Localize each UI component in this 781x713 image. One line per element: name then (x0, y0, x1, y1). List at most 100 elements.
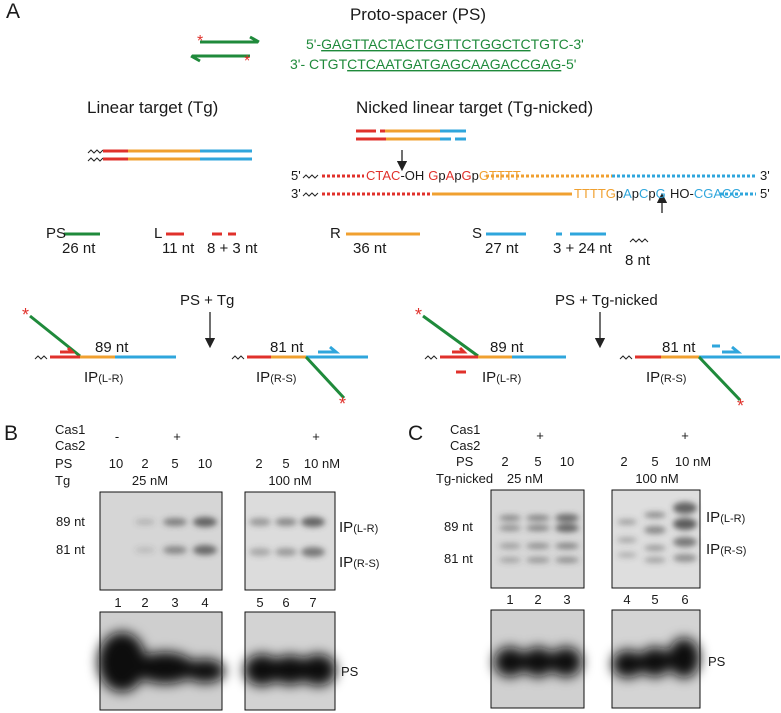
ps-conc: 5 (282, 456, 289, 471)
scheme-shapes (29, 314, 81, 358)
legend-key: L (154, 225, 162, 242)
star: * (339, 394, 346, 414)
gels (522, 647, 554, 677)
gels (526, 515, 550, 521)
base: CTAC (366, 168, 400, 183)
lane-number: 7 (309, 595, 316, 610)
lane-number: 2 (141, 595, 148, 610)
tg-conc: 100 nM (268, 473, 311, 488)
phosphate: p (454, 168, 461, 183)
gels (499, 543, 521, 549)
product-label: IP(L-R) (706, 509, 745, 526)
size-marker: 89 nt (444, 519, 473, 534)
row-label: Cas2 (55, 438, 85, 453)
end: 3' (291, 186, 301, 201)
base: G (462, 168, 472, 183)
gels (499, 525, 521, 531)
nicked-lines (302, 174, 319, 197)
gels (249, 548, 271, 556)
scheme-shapes (619, 355, 633, 360)
ps-conc: 10 nM (675, 454, 711, 469)
nicked-bottom-seq: 3' TTTTGpApCpG HO-CGACC 5' (291, 186, 770, 201)
scheme-title: PS + Tg-nicked (555, 292, 658, 309)
product-label: IP(L-R) (84, 369, 123, 386)
product-label: IP(R-S) (706, 541, 746, 558)
product-length: 89 nt (490, 339, 524, 356)
lane-number: 5 (256, 595, 263, 610)
ip: IP (706, 509, 720, 526)
ip-sub: (L-R) (98, 373, 123, 385)
base: A (623, 186, 632, 201)
seq-part: TGTC-3' (531, 36, 584, 52)
ip-sub: (R-S) (660, 373, 686, 385)
gels (98, 632, 146, 692)
group: -OH (400, 168, 424, 183)
gels (244, 654, 280, 686)
group: HO- (670, 186, 694, 201)
gels (301, 547, 325, 557)
ps-conc: 10 (198, 456, 212, 471)
legend-key: R (330, 225, 341, 242)
gels (617, 552, 637, 558)
product-length: 81 nt (270, 339, 304, 356)
nicked-top-seq: 5' CTAC-OH GpApGpGTTTT 3' (291, 168, 770, 183)
phosphate: p (616, 186, 623, 201)
scheme-shapes (424, 355, 438, 360)
gels (301, 517, 325, 527)
ip: IP (339, 554, 353, 571)
ps-top-seq: 5'-GAGTTACTACTCGTTCTGGCTCTGTC-3' (306, 36, 584, 52)
gels (163, 518, 187, 526)
star: * (415, 305, 422, 325)
gels (135, 519, 155, 525)
end: 5' (291, 168, 301, 183)
seq-part: GAGTTACTACTCGTTCTGGCTC (321, 36, 530, 52)
size-marker: 81 nt (56, 542, 85, 557)
lane-number: 3 (171, 595, 178, 610)
lane-number: 5 (651, 592, 658, 607)
scheme-shapes (422, 314, 479, 358)
gels (612, 650, 644, 678)
ip-sub: (R-S) (720, 545, 746, 557)
product-label: IP(R-S) (339, 554, 379, 571)
gels (673, 554, 697, 562)
ps-icon (190, 35, 260, 63)
gels (668, 638, 700, 678)
end: 5' (760, 186, 770, 201)
product-length: 81 nt (662, 339, 696, 356)
legend-length: 11 nt (162, 240, 195, 257)
legend-key: PS (46, 225, 66, 242)
scheme-title: PS + Tg (180, 292, 234, 309)
base: A (446, 168, 455, 183)
legend-lines (64, 232, 649, 243)
phosphate: p (438, 168, 445, 183)
ip: IP (339, 519, 353, 536)
lane-number: 1 (506, 592, 513, 607)
cas-sign: + (681, 428, 689, 443)
ps-conc: 2 (501, 454, 508, 469)
base: CGACC (694, 186, 741, 201)
linear-target (200, 149, 252, 161)
gels (499, 502, 697, 563)
row-label: Cas1 (55, 422, 85, 437)
ps-conc: 10 nM (304, 456, 340, 471)
gels (526, 525, 550, 531)
ip: IP (482, 369, 496, 386)
scheme-shapes (699, 344, 780, 359)
product-length: 89 nt (95, 339, 129, 356)
legend-length: 3 + 24 nt (553, 240, 613, 257)
ps-title: Proto-spacer (PS) (350, 5, 486, 24)
nicked-lines (612, 174, 756, 196)
seq-part: 5'- (306, 36, 321, 52)
gels (644, 526, 666, 534)
lane-number: 4 (201, 595, 208, 610)
lane-number: 6 (681, 592, 688, 607)
gels (99, 491, 223, 591)
row-label: PS (55, 456, 73, 471)
ip-sub: (R-S) (270, 373, 296, 385)
cas-sign: + (173, 429, 181, 444)
ps-icon (200, 35, 260, 44)
row-label: Tg (55, 473, 70, 488)
gels (135, 652, 195, 684)
seq-part: -5' (561, 56, 576, 72)
